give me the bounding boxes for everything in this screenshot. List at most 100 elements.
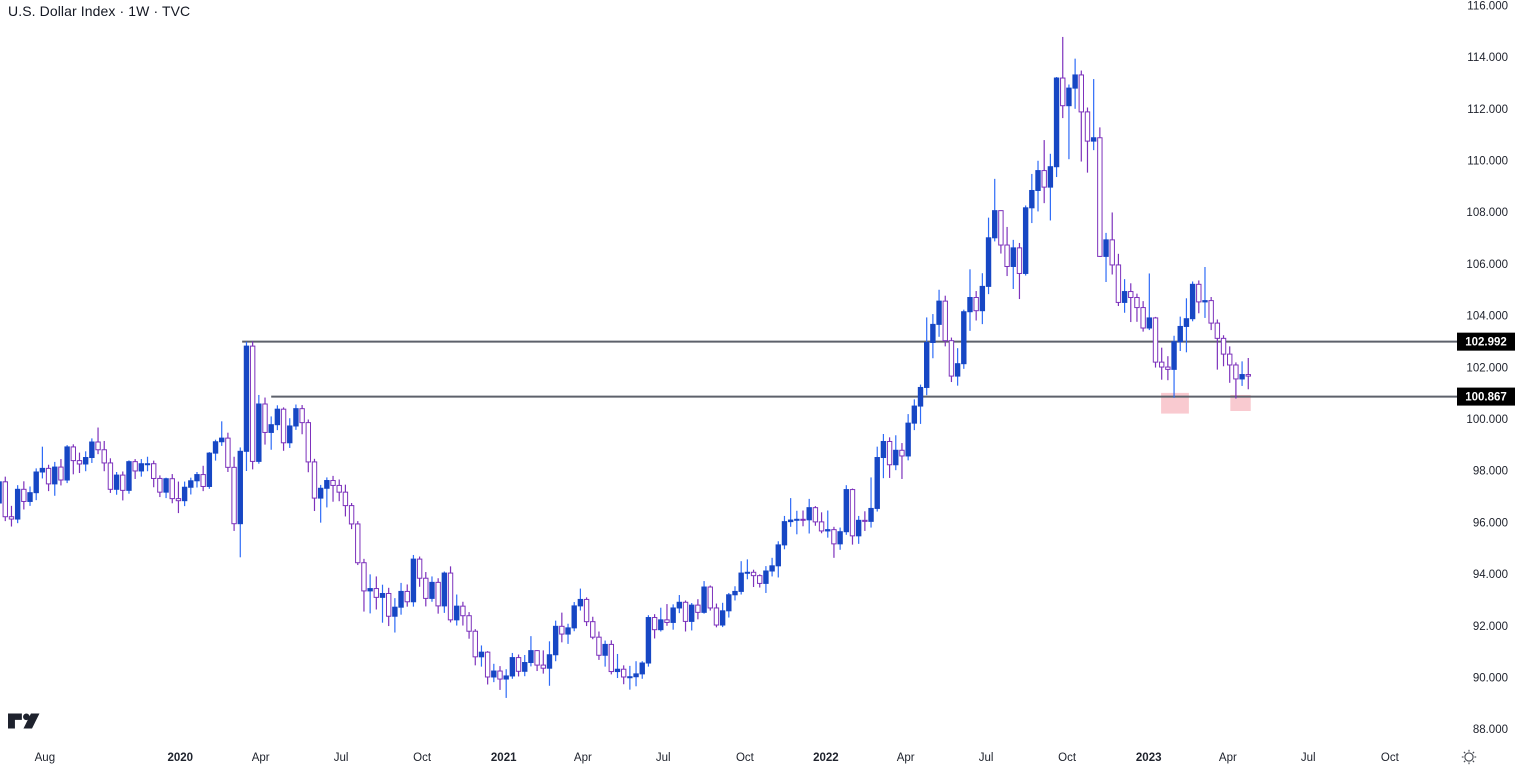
time-axis-label[interactable]: Apr — [252, 752, 270, 764]
candlestick — [385, 587, 392, 627]
candle-body — [175, 498, 182, 502]
time-axis-label[interactable]: Aug — [35, 752, 55, 764]
candlestick — [21, 481, 27, 510]
candle-body — [893, 449, 899, 466]
candle-body — [1035, 170, 1041, 191]
time-axis-label[interactable]: Apr — [1219, 752, 1237, 764]
candle-body — [262, 403, 268, 433]
demand-zone[interactable] — [1230, 394, 1251, 411]
candle-body — [886, 440, 893, 466]
candle-body — [324, 480, 330, 489]
candle-body — [454, 605, 460, 621]
candle-body — [664, 619, 670, 623]
candlestick — [287, 418, 293, 448]
tradingview-logo[interactable] — [8, 713, 40, 729]
candle-body — [627, 676, 633, 679]
time-axis-label[interactable]: Jul — [1301, 752, 1316, 764]
candlestick — [1066, 84, 1072, 160]
candle-body — [800, 518, 806, 521]
candlestick — [52, 461, 58, 496]
candlestick — [552, 620, 559, 662]
candle-body — [1109, 239, 1115, 266]
candle-body — [806, 507, 812, 521]
candlestick — [590, 616, 596, 640]
candle-body — [1158, 361, 1165, 368]
candle-body — [435, 581, 441, 607]
candlestick — [1016, 242, 1023, 300]
candlestick — [559, 612, 565, 643]
candle-body — [1165, 366, 1171, 370]
candlestick — [812, 506, 819, 526]
price-axis-label: 104.000 — [1466, 311, 1508, 323]
candlestick — [794, 510, 800, 535]
time-axis-label[interactable]: Apr — [574, 752, 592, 764]
candle-body — [899, 449, 905, 457]
candle-body — [1103, 239, 1109, 257]
candle-body — [942, 300, 948, 342]
time-axis-label[interactable]: 2022 — [813, 752, 839, 764]
candle-body — [540, 664, 546, 669]
time-axis-label[interactable]: Jul — [656, 752, 671, 764]
candlestick — [1202, 267, 1208, 318]
time-axis-label[interactable]: Oct — [1058, 752, 1077, 764]
candle-body — [979, 285, 986, 312]
candlestick — [627, 665, 633, 690]
candlestick — [651, 614, 658, 639]
time-axis-label[interactable]: Jul — [334, 752, 349, 764]
candlestick — [917, 384, 924, 424]
candlestick — [219, 421, 225, 446]
candle-body — [713, 607, 720, 626]
candlestick — [1078, 70, 1084, 162]
candle-body — [76, 460, 83, 465]
candlestick — [1047, 153, 1054, 221]
candle-body — [416, 558, 423, 579]
candlestick — [732, 586, 738, 601]
time-axis-label[interactable]: 2023 — [1136, 752, 1162, 764]
candlestick — [342, 484, 349, 517]
candle-body — [243, 345, 250, 452]
symbol-legend[interactable]: U.S. Dollar Index · 1W · TVC — [8, 3, 191, 19]
candlestick — [336, 479, 342, 502]
gear-glyph — [1461, 749, 1477, 765]
candle-body — [1097, 137, 1103, 257]
candlestick — [961, 309, 967, 369]
candlestick — [181, 481, 188, 507]
candlestick — [546, 641, 553, 686]
time-axis-label[interactable]: Oct — [413, 752, 432, 764]
candle-body — [1245, 374, 1251, 377]
price-axis-label: 110.000 — [1467, 156, 1508, 168]
time-axis-label[interactable]: Oct — [736, 752, 755, 764]
candle-body — [8, 516, 15, 520]
time-axis-label[interactable]: 2020 — [167, 752, 193, 764]
candle-body — [268, 424, 274, 433]
candlestick — [1165, 356, 1171, 381]
candle-body — [985, 237, 992, 287]
candlestick — [1072, 58, 1078, 109]
candle-body — [423, 577, 429, 599]
candle-body — [744, 571, 751, 574]
candlestick — [157, 475, 163, 498]
candlestick — [676, 595, 683, 614]
candle-body — [132, 461, 138, 472]
demand-zone[interactable] — [1161, 392, 1189, 414]
candlestick — [89, 438, 95, 463]
candlestick — [1134, 293, 1140, 322]
candle-body — [559, 625, 565, 635]
time-axis-label[interactable]: Apr — [897, 752, 915, 764]
candle-body — [280, 408, 287, 444]
candle-body — [1134, 297, 1140, 309]
candle-body — [107, 462, 114, 490]
settings-gear-icon[interactable] — [1460, 748, 1478, 766]
time-axis-label[interactable]: 2021 — [491, 752, 517, 764]
candle-body — [188, 480, 194, 488]
candle-body — [825, 529, 831, 532]
time-axis-label[interactable]: Oct — [1381, 752, 1400, 764]
candlestick — [738, 561, 744, 595]
candlestick — [293, 404, 299, 430]
candle-body — [1004, 244, 1010, 267]
candlestick — [769, 557, 775, 577]
candle-body — [120, 474, 126, 491]
time-axis-label[interactable]: Jul — [979, 752, 994, 764]
candle-body — [874, 457, 880, 509]
